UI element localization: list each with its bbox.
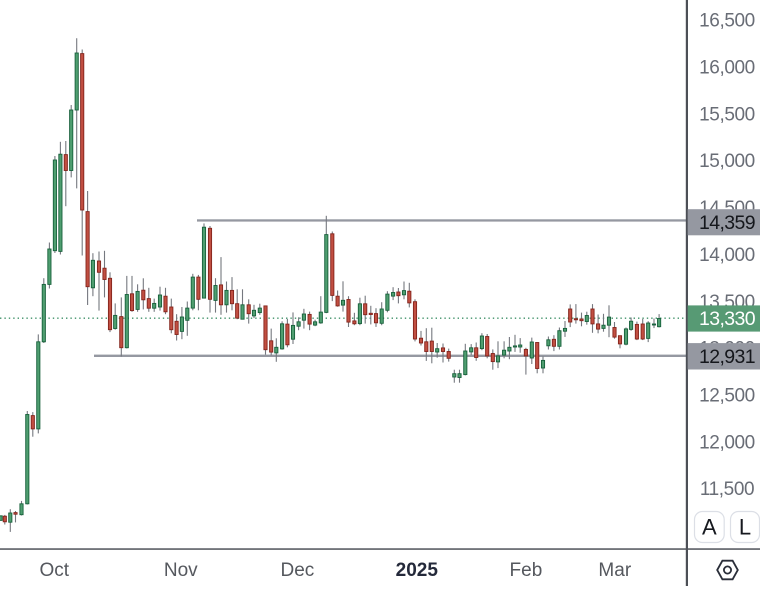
svg-text:A: A <box>702 515 717 540</box>
svg-text:L: L <box>739 515 751 540</box>
svg-text:15,000: 15,000 <box>699 151 755 172</box>
svg-text:11,500: 11,500 <box>700 479 754 500</box>
svg-text:Dec: Dec <box>281 560 315 581</box>
svg-text:Feb: Feb <box>510 560 543 581</box>
svg-text:12,000: 12,000 <box>699 432 755 453</box>
svg-text:14,000: 14,000 <box>699 245 755 266</box>
svg-text:Mar: Mar <box>598 560 631 581</box>
svg-text:Nov: Nov <box>164 560 198 581</box>
svg-text:12,500: 12,500 <box>699 386 755 407</box>
svg-text:14,359: 14,359 <box>699 212 755 234</box>
svg-text:16,500: 16,500 <box>699 11 755 32</box>
svg-text:16,000: 16,000 <box>699 58 755 79</box>
svg-text:13,330: 13,330 <box>699 308 756 330</box>
svg-text:15,500: 15,500 <box>699 104 755 125</box>
svg-text:Oct: Oct <box>40 560 70 581</box>
svg-text:12,931: 12,931 <box>699 346 755 368</box>
svg-text:2025: 2025 <box>396 560 439 581</box>
